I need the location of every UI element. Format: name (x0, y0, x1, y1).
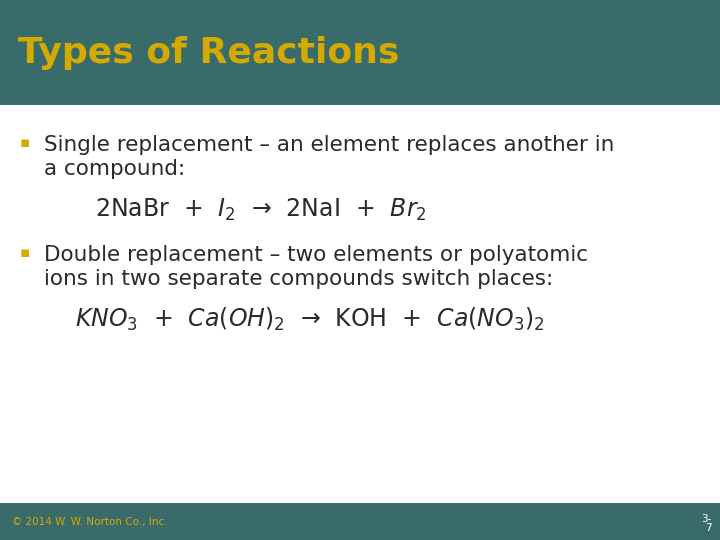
Text: 2NaBr  +  $I_2$  →  2NaI  +  $Br_2$: 2NaBr + $I_2$ → 2NaI + $Br_2$ (95, 197, 427, 223)
Text: a compound:: a compound: (44, 159, 185, 179)
Text: $KNO_3$  +  $Ca(OH)_2$  →  KOH  +  $Ca(NO_3)_2$: $KNO_3$ + $Ca(OH)_2$ → KOH + $Ca(NO_3)_2… (75, 306, 544, 333)
Text: ▪: ▪ (20, 245, 30, 260)
Text: Double replacement – two elements or polyatomic: Double replacement – two elements or pol… (44, 245, 588, 265)
Text: Single replacement – an element replaces another in: Single replacement – an element replaces… (44, 136, 614, 156)
Bar (0, 0, 720, 105)
Text: ions in two separate compounds switch places:: ions in two separate compounds switch pl… (44, 268, 553, 289)
Text: 3-: 3- (701, 514, 712, 524)
Bar (0, 503, 720, 540)
Text: © 2014 W. W. Norton Co., Inc.: © 2014 W. W. Norton Co., Inc. (12, 517, 168, 526)
Text: 7: 7 (706, 523, 712, 532)
Text: ▪: ▪ (20, 136, 30, 150)
Text: Types of Reactions: Types of Reactions (18, 36, 400, 70)
